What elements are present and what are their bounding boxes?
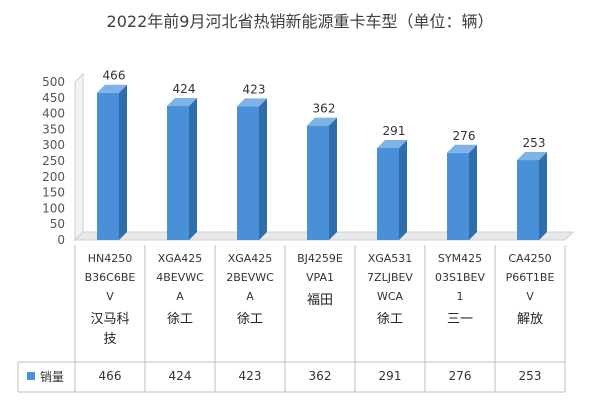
table-value: 362: [309, 369, 332, 383]
category-brand-label: 徐工: [377, 312, 403, 327]
y-tick-label: 300: [42, 138, 65, 152]
table-value: 291: [379, 369, 402, 383]
bar-side: [189, 98, 197, 241]
category-brand-label: 徐工: [237, 312, 263, 327]
bar-top: [237, 98, 267, 107]
category-model-label: 7ZLJBEV: [367, 271, 413, 284]
bar: [237, 106, 259, 240]
y-tick-label: 150: [42, 186, 65, 200]
data-table: 466 424 423 362 291 276 253 销量: [17, 245, 566, 393]
data-label: 291: [383, 124, 406, 138]
bar: [167, 106, 189, 241]
y-tick-label: 400: [42, 107, 65, 121]
bar-top: [307, 117, 337, 126]
bar-top: [167, 98, 197, 107]
category-model-label: V: [106, 290, 114, 303]
category-model-label: 1: [457, 290, 464, 303]
bar: [307, 125, 329, 240]
bar-side: [539, 152, 547, 240]
legend-label: 销量: [40, 370, 64, 384]
category-brand-label: 技: [103, 332, 116, 347]
category-brand-label: 福田: [307, 293, 333, 308]
category-model-label: BJ4259E: [297, 252, 343, 265]
data-labels: 466 424 423 362 291 276 253: [103, 69, 546, 150]
category-model-label: A: [246, 290, 254, 303]
category-model-label: P66T1BE: [506, 271, 555, 284]
category-model-label: 4BEVWC: [156, 271, 204, 284]
y-tick-label: 450: [42, 91, 65, 105]
y-tick-label: 0: [57, 233, 65, 247]
data-label: 362: [313, 102, 336, 116]
category-model-label: CA4250: [508, 252, 551, 265]
bar: [97, 92, 119, 240]
category-model-label: 2BEVWC: [226, 271, 274, 284]
category-model-label: HN4250: [88, 252, 133, 265]
chart-side-wall: [74, 72, 84, 242]
y-tick-label: 350: [42, 122, 65, 136]
category-brand-label: 解放: [517, 312, 543, 327]
legend-swatch: [27, 372, 35, 380]
bars: [97, 84, 547, 241]
category-model-label: B36C6BE: [85, 271, 136, 284]
chart-title: 2022年前9月河北省热销新能源重卡车型（单位：辆）: [106, 12, 494, 31]
category-model-label: A: [176, 290, 184, 303]
bar: [517, 160, 539, 240]
data-label: 424: [173, 82, 196, 96]
category-model-label: SYM425: [438, 252, 482, 265]
category-brand-label: 汉马科: [90, 312, 129, 327]
table-value: 466: [99, 369, 122, 383]
bar-top: [517, 152, 547, 161]
bar: [447, 152, 469, 240]
category-model-label: XGA531: [368, 252, 413, 265]
y-tick-label: 50: [50, 217, 65, 231]
category-brand-label: 三一: [447, 312, 473, 327]
table-value: 423: [239, 369, 262, 383]
bar-top: [97, 84, 127, 93]
category-brand-label: 徐工: [167, 312, 193, 327]
category-model-label: WCA: [377, 290, 404, 303]
table-value: 253: [519, 369, 542, 383]
category-model-label: XGA425: [158, 252, 203, 265]
y-tick-label: 500: [42, 75, 65, 89]
table-value: 424: [169, 369, 192, 383]
data-label: 466: [103, 69, 126, 83]
data-label: 423: [243, 82, 266, 96]
data-label: 253: [523, 136, 546, 150]
bar-top: [377, 140, 407, 149]
bar-top: [447, 144, 477, 153]
bar-side: [399, 140, 407, 240]
category-model-label: VPA1: [306, 271, 334, 284]
bar-side: [329, 117, 337, 240]
category-model-label: 03S1BEV: [435, 271, 485, 284]
bar-side: [119, 84, 127, 240]
category-model-label: V: [526, 290, 534, 303]
category-model-label: XGA425: [228, 252, 273, 265]
y-tick-label: 200: [42, 170, 65, 184]
y-tick-label: 100: [42, 201, 65, 215]
y-tick-label: 250: [42, 154, 65, 168]
bar-side: [469, 144, 477, 240]
data-label: 276: [453, 129, 476, 143]
bar-side: [259, 98, 267, 240]
table-value: 276: [449, 369, 472, 383]
bar: [377, 148, 399, 240]
